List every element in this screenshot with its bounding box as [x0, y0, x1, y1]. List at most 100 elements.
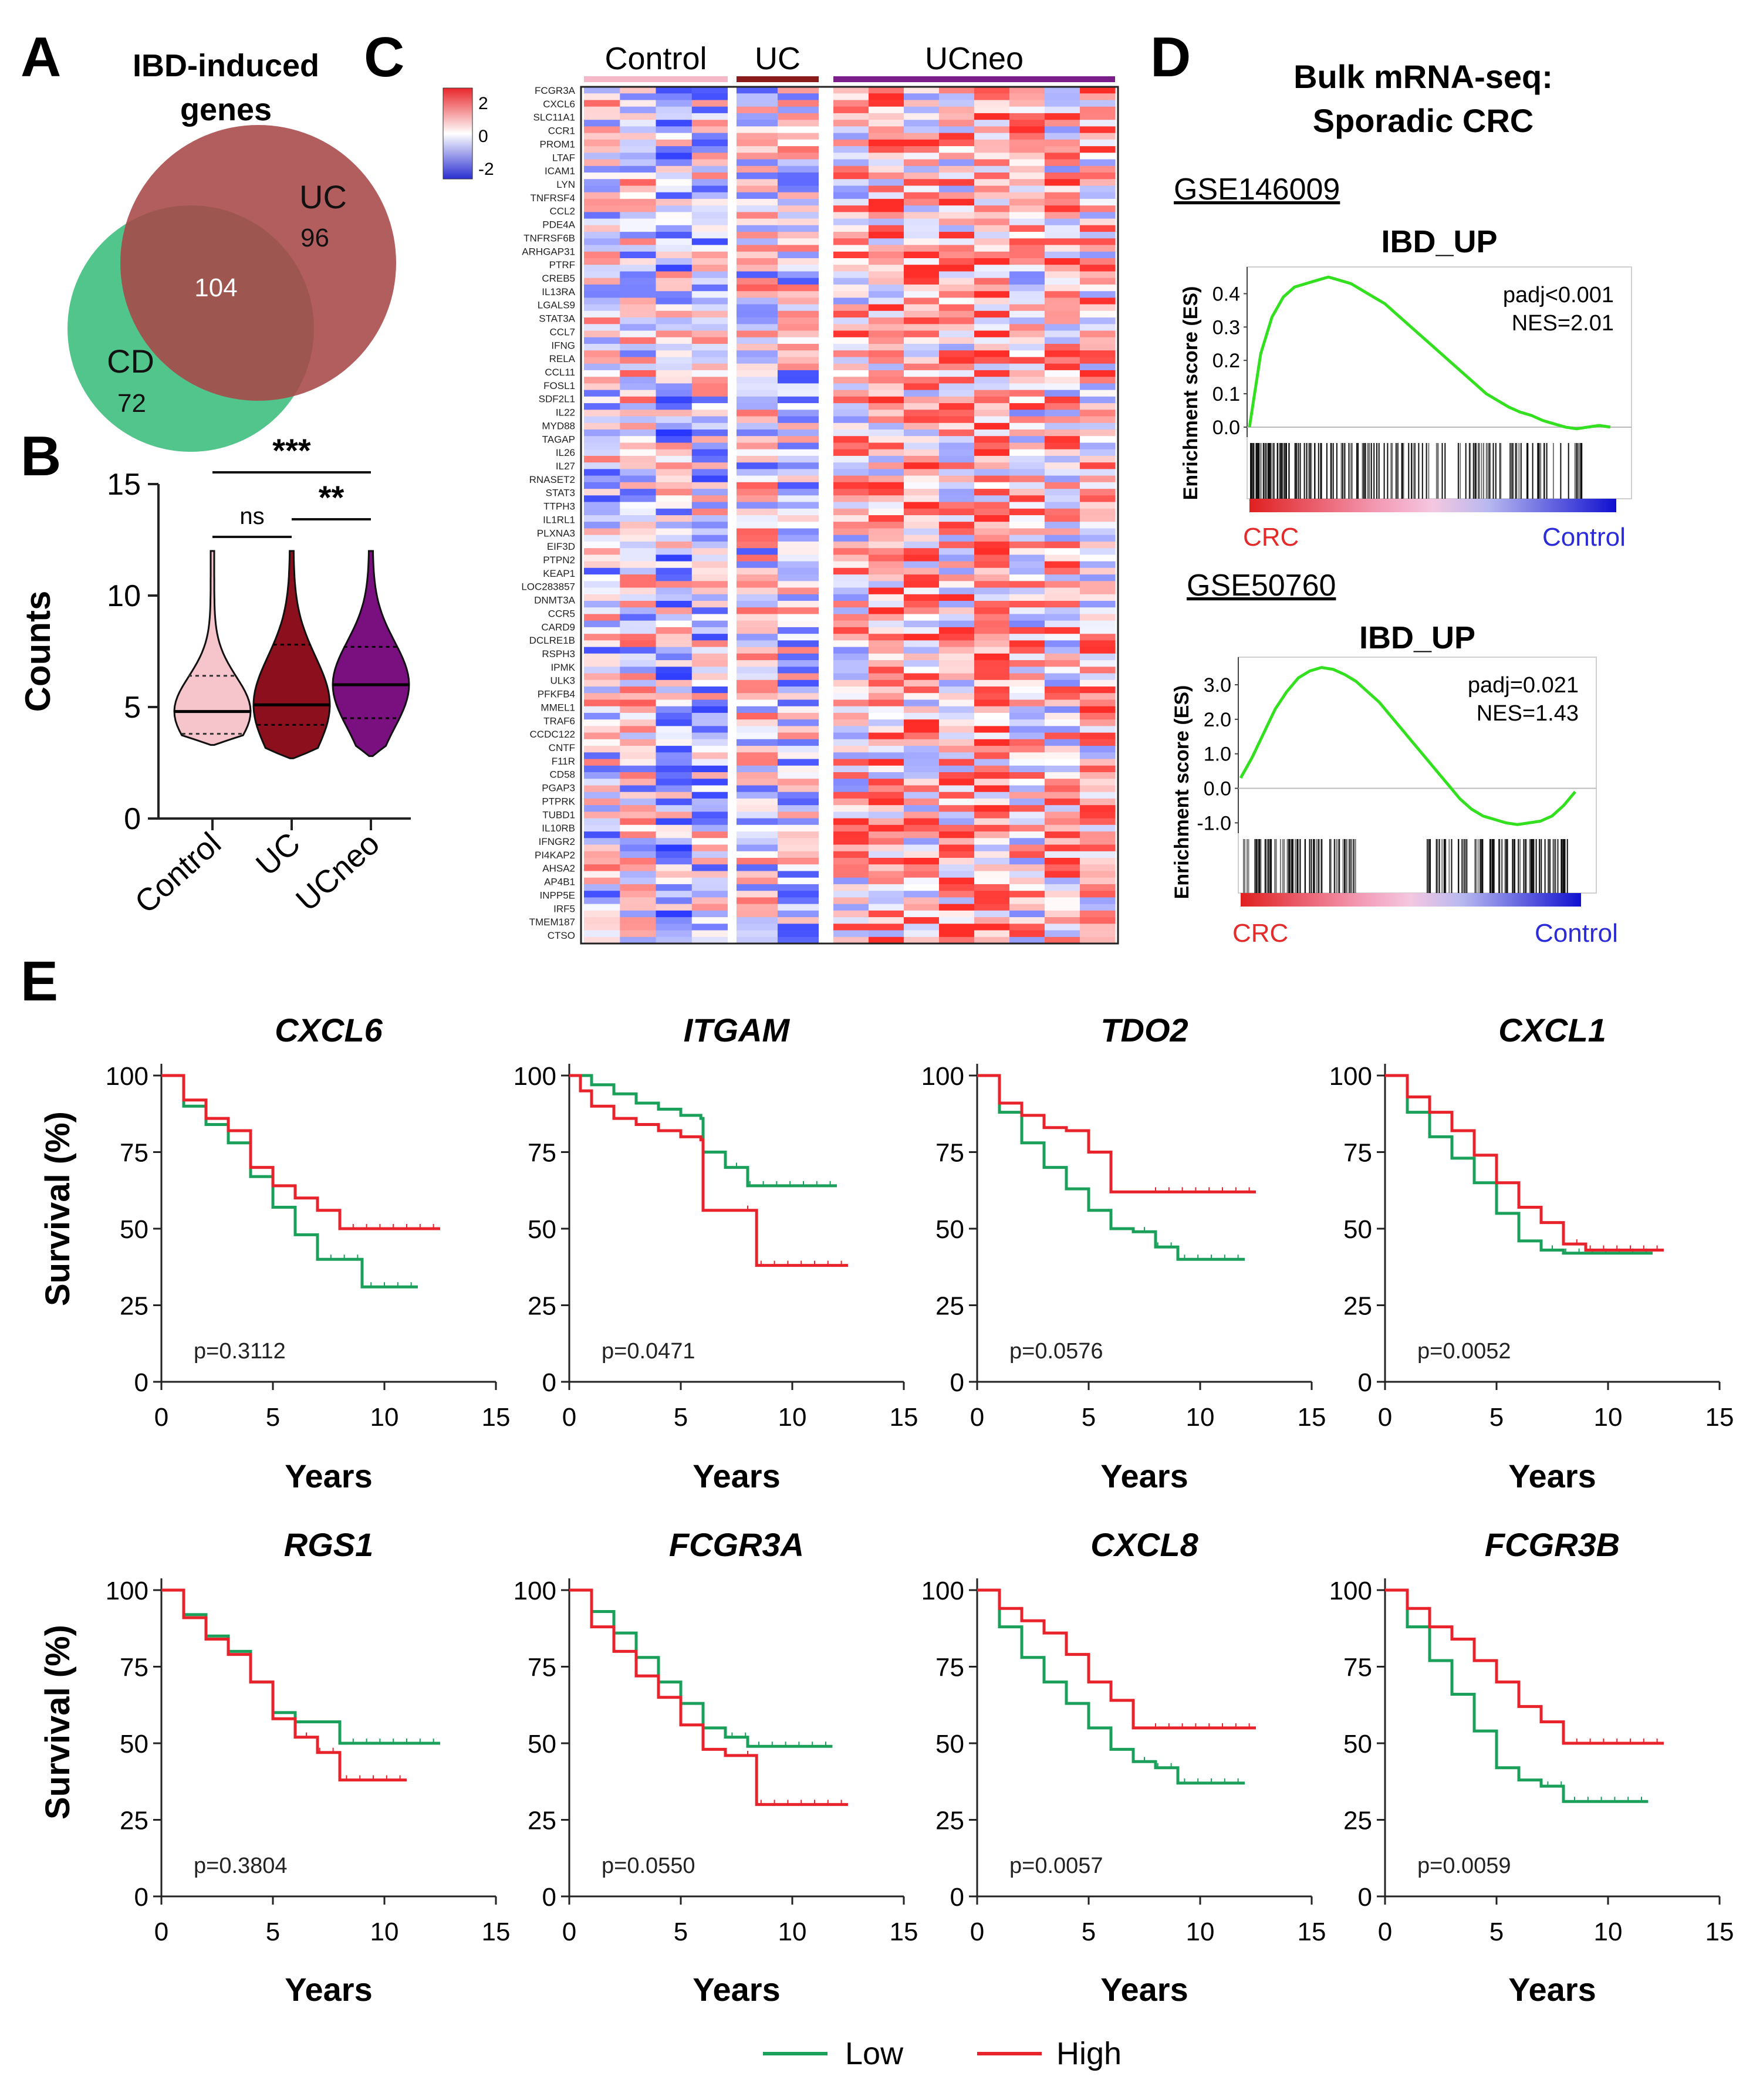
heatmap-cell — [869, 752, 904, 760]
heatmap-cell — [584, 752, 620, 760]
heatmap-cell — [904, 660, 940, 667]
km-y-tick-label: 100 — [921, 1577, 964, 1605]
heatmap-cell — [656, 100, 693, 107]
heatmap-cell — [584, 785, 620, 793]
heatmap-cell — [691, 185, 728, 193]
heatmap-cell — [1009, 726, 1045, 733]
heatmap-cell — [869, 779, 904, 786]
heatmap-cell — [584, 363, 620, 371]
heatmap-cell — [691, 278, 728, 285]
heatmap-headers: Control UC UCneo — [584, 41, 1115, 82]
heatmap-cell — [584, 811, 620, 819]
heatmap-cell — [1009, 146, 1045, 153]
heatmap-cell — [1009, 904, 1045, 911]
heatmap-cell — [656, 165, 693, 173]
heatmap-cell — [939, 746, 975, 753]
heatmap-cell — [904, 614, 940, 621]
heatmap-cell — [1045, 495, 1080, 503]
heatmap-cell — [904, 165, 940, 173]
heatmap-cell — [778, 897, 819, 905]
heatmap-cell — [656, 851, 693, 858]
km-x-tick-label: 5 — [266, 1918, 280, 1946]
heatmap-cell — [833, 179, 869, 186]
heatmap-cell — [833, 495, 869, 503]
heatmap-cell — [1080, 113, 1116, 120]
heatmap-cell — [904, 284, 940, 292]
heatmap-cell — [904, 93, 940, 100]
heatmap-cell — [869, 824, 904, 832]
heatmap-cell — [620, 679, 657, 687]
km-x-tick-label: 5 — [1082, 1918, 1096, 1946]
heatmap-cell — [974, 515, 1010, 522]
heatmap-cell — [869, 396, 904, 404]
heatmap-cell — [1080, 212, 1116, 219]
heatmap-gene-label: IFNGR2 — [539, 836, 575, 847]
heatmap-cell — [1080, 607, 1116, 614]
heatmap-cell — [584, 765, 620, 773]
heatmap-cell — [691, 910, 728, 918]
heatmap-cell — [620, 396, 657, 404]
heatmap-cell — [620, 535, 657, 542]
heatmap-cell — [904, 772, 940, 779]
heatmap-cell — [778, 106, 819, 114]
heatmap-cell — [656, 179, 693, 186]
heatmap-cell — [584, 904, 620, 911]
heatmap-cell — [833, 278, 869, 285]
heatmap-cell — [737, 719, 778, 726]
gsea-padj: padj=0.021 — [1468, 673, 1579, 698]
gsea-dataset: GSE50760 — [1187, 569, 1336, 603]
heatmap-cell — [691, 594, 728, 601]
heatmap-cell — [778, 297, 819, 305]
heatmap-cell — [691, 403, 728, 410]
heatmap-cell — [620, 390, 657, 397]
heatmap-cell — [656, 324, 693, 332]
heatmap-cell — [656, 712, 693, 720]
heatmap-cell — [1009, 567, 1045, 575]
heatmap-cell — [778, 594, 819, 601]
heatmap-cell — [737, 469, 778, 476]
heatmap-cell — [737, 430, 778, 437]
heatmap-cell — [939, 779, 975, 786]
heatmap-cell — [904, 297, 940, 305]
heatmap-cell — [904, 798, 940, 806]
heatmap-cell — [869, 838, 904, 846]
heatmap-cell — [778, 377, 819, 384]
heatmap-cell — [974, 100, 1010, 107]
heatmap-cell — [904, 706, 940, 713]
survival-ylabel-row2: Survival (%) — [39, 1625, 77, 1820]
heatmap-cell — [869, 765, 904, 773]
heatmap-cell — [974, 607, 1010, 614]
heatmap-cell — [904, 403, 940, 410]
km-y-tick-label: 50 — [1343, 1730, 1372, 1759]
heatmap-cell — [1080, 304, 1116, 312]
heatmap-cell — [737, 173, 778, 180]
heatmap-cell — [1045, 146, 1080, 153]
heatmap-cell — [1045, 377, 1080, 384]
km-x-tick-label: 10 — [370, 1403, 399, 1432]
heatmap-cell — [620, 462, 657, 469]
heatmap-cell — [833, 350, 869, 357]
heatmap-cell — [691, 719, 728, 726]
heatmap-cell — [869, 430, 904, 437]
heatmap-cell — [904, 871, 940, 878]
heatmap-cell — [833, 106, 869, 114]
heatmap-cell — [691, 100, 728, 107]
heatmap-cell — [904, 225, 940, 232]
heatmap-cell — [1045, 265, 1080, 272]
heatmap-cell — [904, 396, 940, 404]
km-x-tick-label: 10 — [1186, 1403, 1215, 1432]
heatmap-cell — [974, 383, 1010, 391]
heatmap-cell — [904, 278, 940, 285]
heatmap-cell — [1045, 297, 1080, 305]
heatmap-cell — [656, 304, 693, 312]
heatmap-gene-label: MMEL1 — [541, 702, 575, 713]
heatmap-cell — [1080, 660, 1116, 667]
heatmap-cell — [1045, 475, 1080, 483]
heatmap-cell — [833, 653, 869, 661]
heatmap-cell — [1009, 601, 1045, 608]
heatmap-cell — [620, 660, 657, 667]
heatmap-cell — [778, 192, 819, 199]
heatmap-cell — [1080, 442, 1116, 450]
heatmap-cell — [869, 798, 904, 806]
legend-label-low: Low — [845, 2036, 904, 2071]
